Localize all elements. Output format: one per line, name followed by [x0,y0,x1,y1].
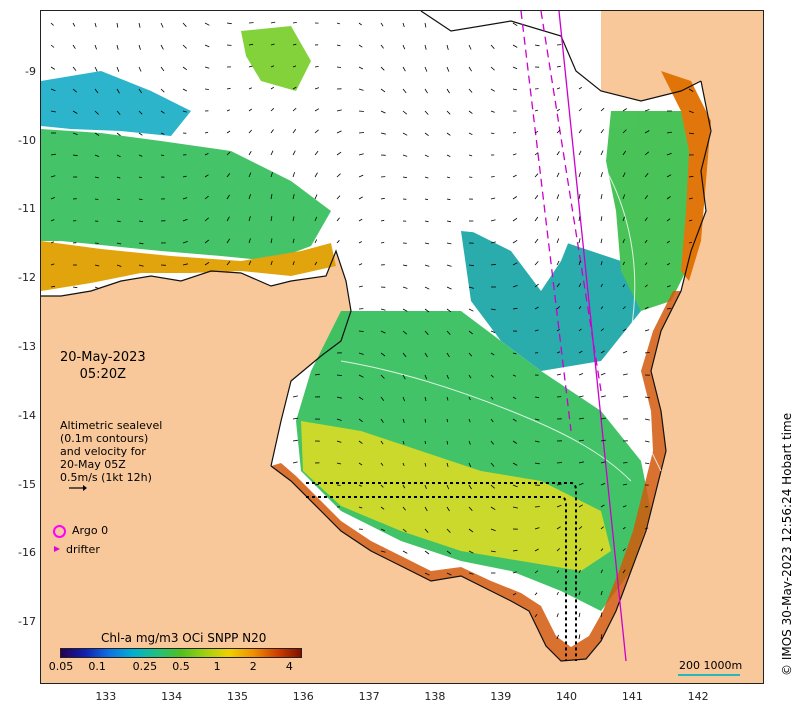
colorbar-tick-label: 4 [286,660,293,673]
legend-drifter-label: drifter [66,543,100,556]
velocity-arrow [205,89,209,90]
lon-tick-label: 136 [288,690,318,703]
velocity-arrow [513,133,516,134]
velocity-arrow [359,111,364,112]
lat-tick-label: -13 [8,340,36,353]
scale-bar [678,674,740,676]
velocity-arrow [623,463,628,464]
velocity-arrow [359,331,364,332]
colorbar-tick-label: 2 [250,660,257,673]
lat-tick-label: -10 [8,134,36,147]
velocity-arrow [535,507,540,508]
lat-tick-label: -11 [8,202,36,215]
lon-tick-label: 138 [420,690,450,703]
legend-argo-label: Argo 0 [72,524,108,537]
date-label: 20-May-2023 [60,349,146,366]
altimetry-note: Altimetric sealevel (0.1m contours) and … [60,419,162,484]
lon-tick-label: 141 [617,690,647,703]
map-panel [40,10,764,684]
lat-tick-label: -15 [8,478,36,491]
lat-tick-label: -9 [8,65,36,78]
altimetry-note-line: (0.1m contours) [60,432,162,445]
altimetry-note-line: 20-May 05Z [60,458,162,471]
velocity-arrow [491,177,495,178]
lon-tick-label: 140 [552,690,582,703]
velocity-arrow [95,243,99,244]
lon-tick-label: 137 [354,690,384,703]
colorbar-tick-label: 0.1 [88,660,106,673]
argo-circle-icon [53,525,66,538]
colorbar-title: Chl-a mg/m3 OCi SNPP N20 [101,632,266,645]
colorbar-tick-label: 0.25 [133,660,158,673]
colorbar-tick-label: 0.05 [49,660,74,673]
lon-tick-label: 139 [486,690,516,703]
velocity-arrow [557,463,562,464]
altimetry-note-line: 0.5m/s (1kt 12h) [60,471,162,484]
time-label: 05:20Z [60,366,146,383]
velocity-scale-arrow [68,484,88,492]
colorbar [60,648,302,658]
lat-tick-label: -14 [8,409,36,422]
velocity-arrow [95,199,98,200]
chlorophyll-map [41,11,764,684]
drifter-triangle-icon [54,546,60,552]
lat-tick-label: -17 [8,615,36,628]
lon-tick-label: 142 [683,690,713,703]
lon-tick-label: 135 [222,690,252,703]
altimetry-note-line: Altimetric sealevel [60,419,162,432]
credit-text: © IMOS 30-May-2023 12:56:24 Hobart time [780,413,792,676]
colorbar-tick-label: 0.5 [172,660,190,673]
date-time-stamp: 20-May-2023 05:20Z [60,349,146,383]
velocity-arrow [337,67,341,68]
lat-tick-label: -16 [8,546,36,559]
colorbar-tick-label: 1 [214,660,221,673]
scale-bar-label: 200 1000m [679,659,742,672]
altimetry-note-line: and velocity for [60,445,162,458]
lat-tick-label: -12 [8,271,36,284]
lon-tick-label: 134 [157,690,187,703]
velocity-arrow [359,133,364,134]
lon-tick-label: 133 [91,690,121,703]
